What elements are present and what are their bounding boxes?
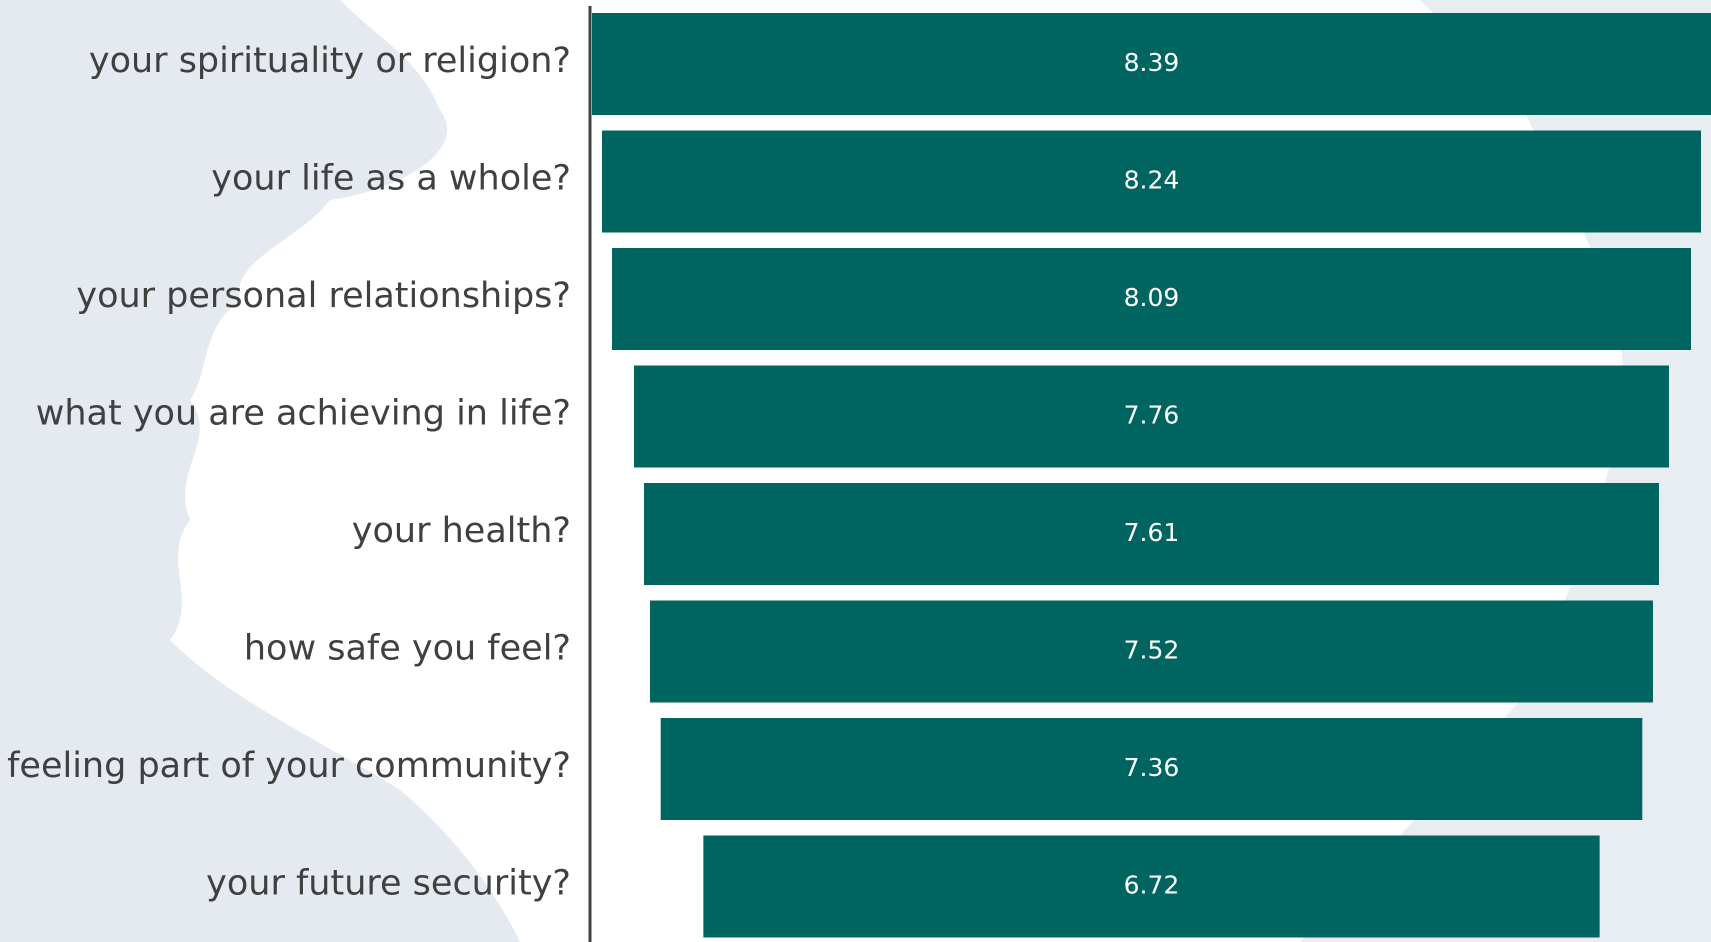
bar: [644, 483, 1659, 585]
category-label: what you are achieving in life?: [36, 394, 571, 434]
bar: [660, 718, 1643, 820]
category-label: your future security?: [206, 864, 571, 904]
value-label: 7.76: [1124, 401, 1180, 430]
category-label: your life as a whole?: [211, 159, 571, 199]
value-label: 7.36: [1124, 753, 1180, 782]
value-label: 7.61: [1124, 518, 1180, 547]
bar: [650, 600, 1653, 703]
category-label: how safe you feel?: [244, 629, 571, 669]
category-label: your health?: [352, 511, 571, 551]
value-label: 7.52: [1124, 636, 1180, 665]
category-label: your spirituality or religion?: [89, 41, 571, 81]
value-label: 8.24: [1124, 166, 1180, 195]
bar: [634, 365, 1669, 468]
bar: [592, 13, 1711, 115]
value-label: 8.39: [1124, 48, 1180, 77]
category-label: feeling part of your community?: [7, 746, 571, 786]
value-label: 6.72: [1124, 871, 1180, 900]
bar: [602, 130, 1701, 233]
value-label: 8.09: [1124, 283, 1180, 312]
bar: [612, 248, 1691, 350]
bar: [703, 835, 1600, 938]
category-label: your personal relationships?: [76, 276, 571, 316]
